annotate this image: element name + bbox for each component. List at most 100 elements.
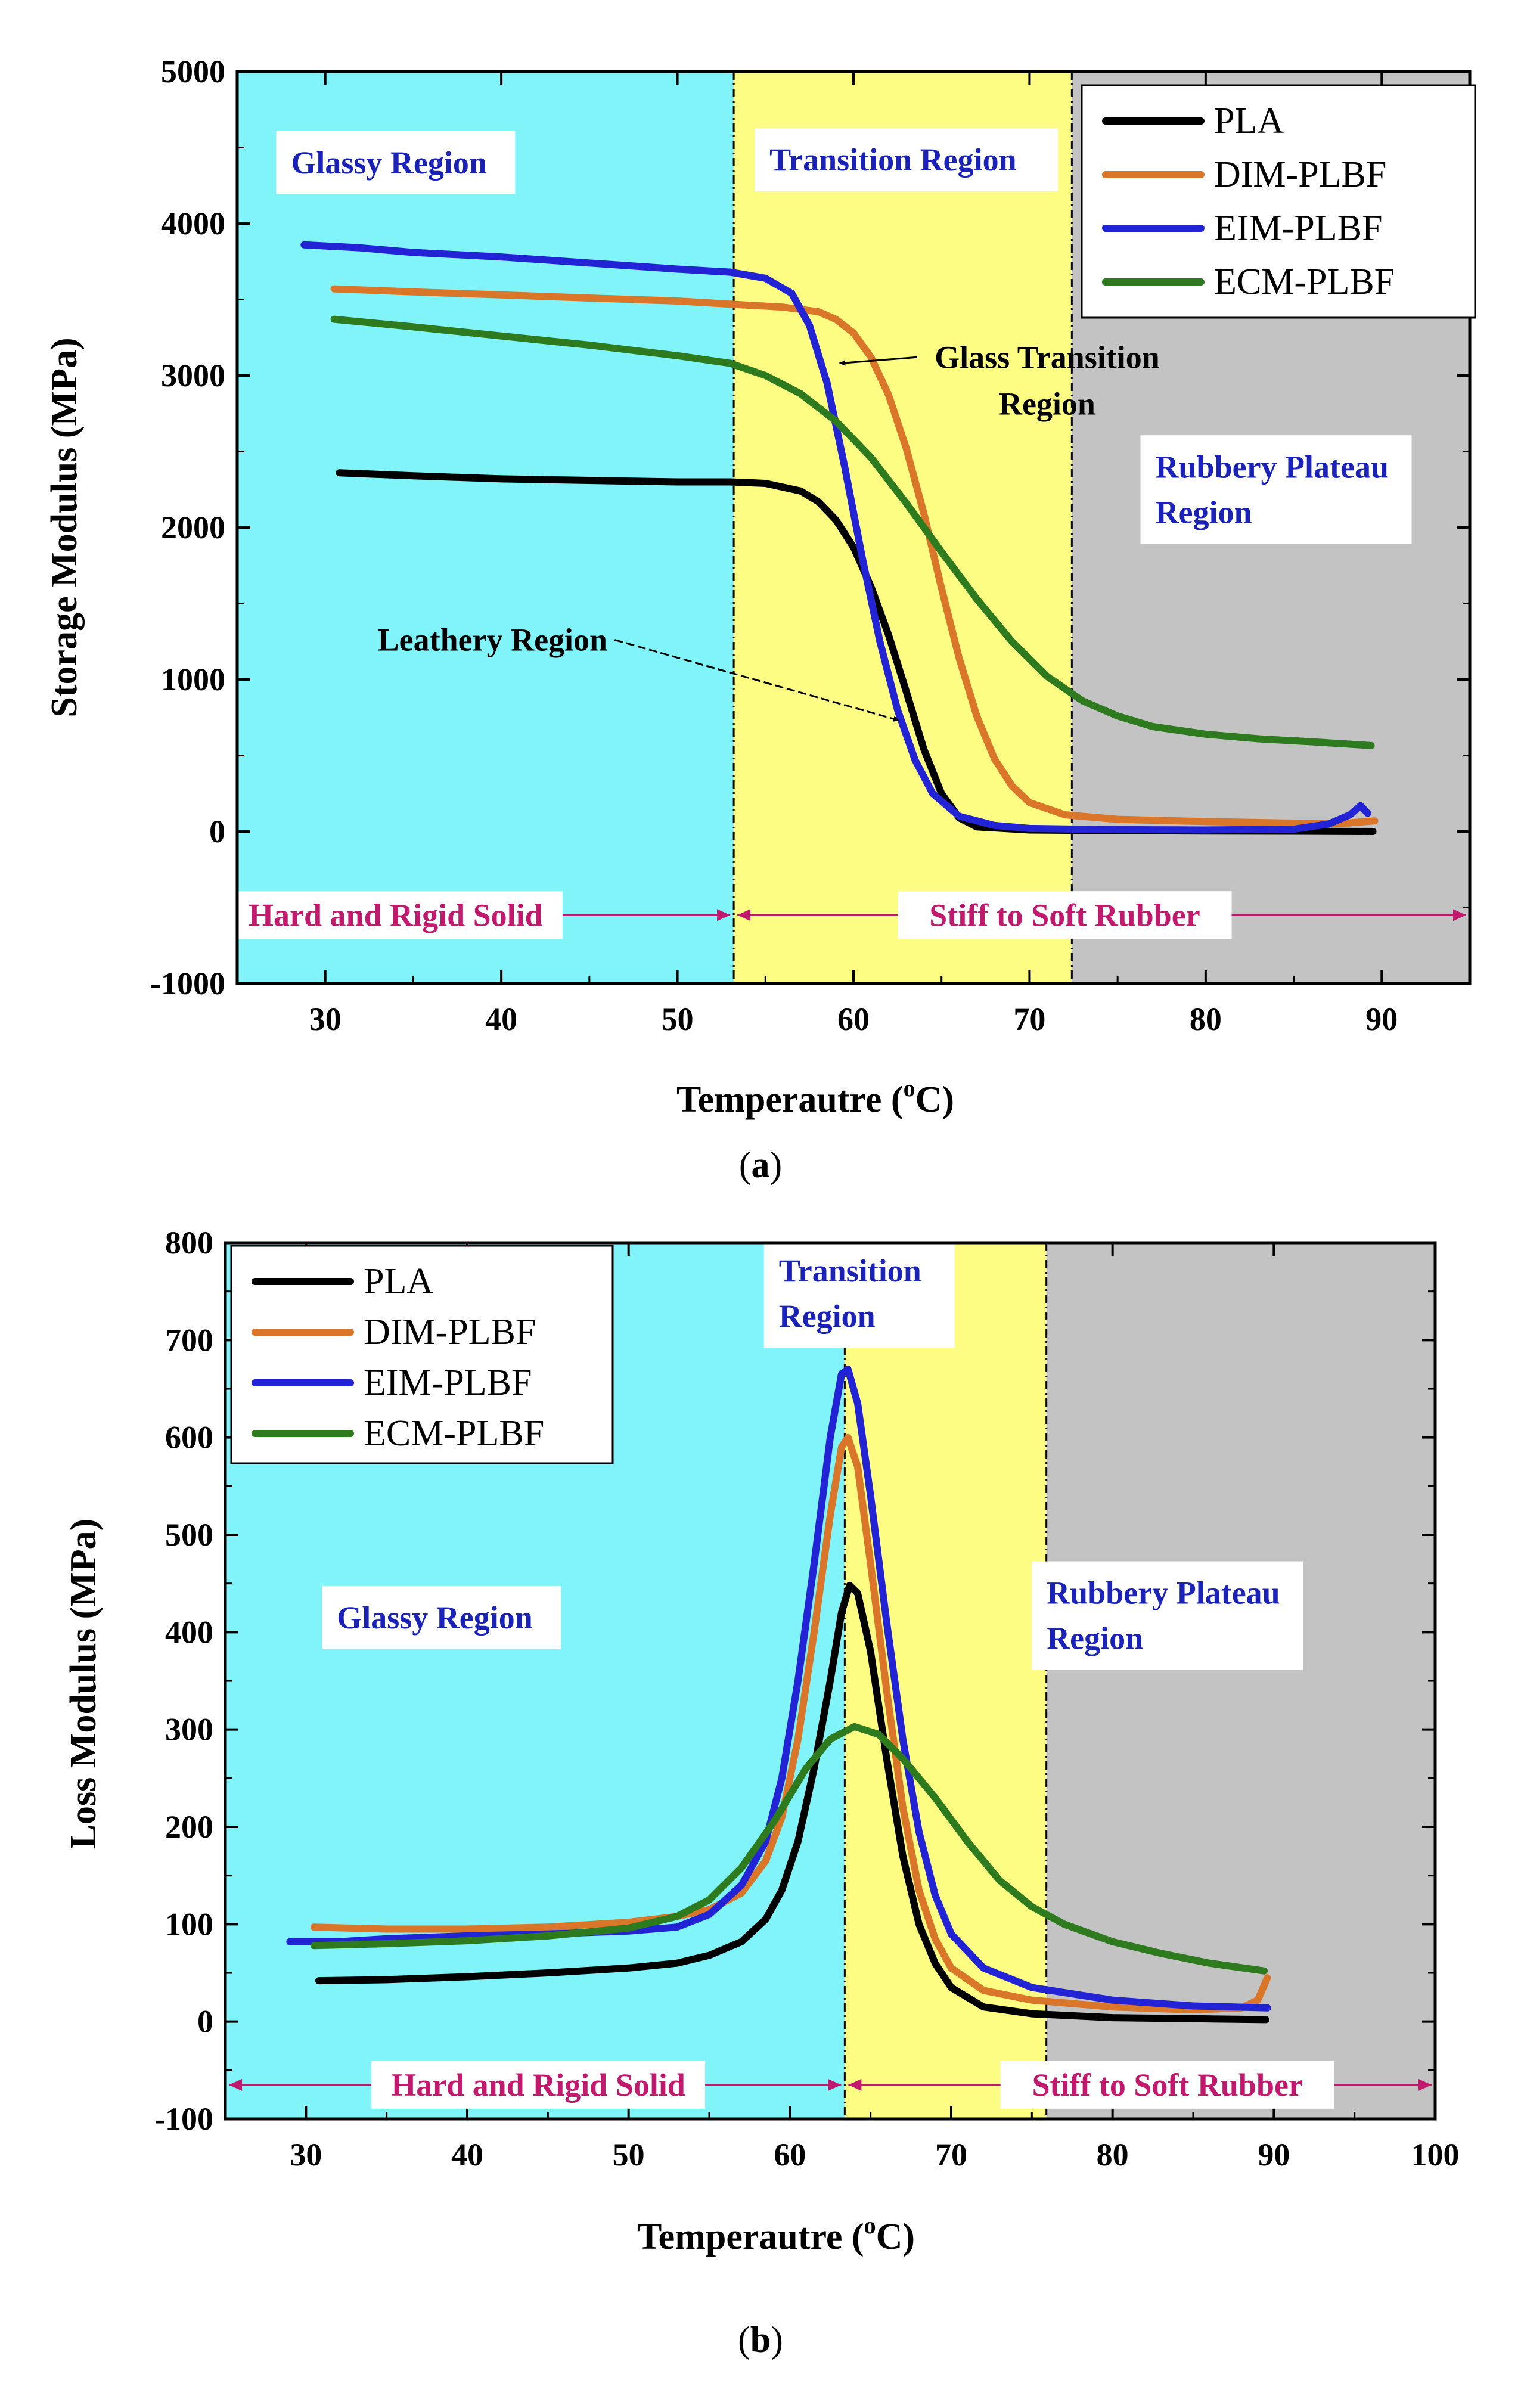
state-label-hard-and-rigid-solid: Hard and Rigid Solid (249, 897, 543, 933)
legend-label-dim-plbf: DIM-PLBF (364, 1312, 536, 1352)
legend-label-ecm-plbf: ECM-PLBF (1214, 262, 1395, 302)
x-tick-label: 70 (1013, 1001, 1045, 1037)
y-tick-label: 0 (209, 814, 225, 849)
y-tick-label: 1000 (161, 662, 225, 697)
legend-label-ecm-plbf: ECM-PLBF (364, 1413, 544, 1454)
state-arrowhead-left (229, 2078, 242, 2091)
state-label-box (371, 2061, 706, 2109)
legend-label-eim-plbf: EIM-PLBF (364, 1363, 532, 1403)
y-tick-label: 400 (165, 1614, 213, 1650)
region-label-box (1140, 435, 1412, 544)
series-layer (286, 1366, 1271, 2024)
annotation-arrow (614, 639, 900, 722)
x-axis-title-unit: C) (915, 1079, 954, 1120)
state-label-box (1000, 2061, 1334, 2109)
state-label-stiff-to-soft-rubber: Stiff to Soft Rubber (1032, 2067, 1303, 2103)
region-glassy-bg (237, 72, 734, 983)
region-rubbery-bg (1046, 1243, 1435, 2119)
y-tick-label: 4000 (161, 206, 225, 241)
annotation-glass-transition-region: Glass Transition Region (935, 339, 1160, 421)
state-label-box (898, 891, 1232, 939)
annotation-layer: Hard and Rigid Solid Stiff to Soft Rubber… (229, 1239, 1432, 2109)
x-tick-label: 90 (1258, 2137, 1290, 2173)
y-axis-title: Storage Modulus (MPa) (44, 337, 85, 717)
region-transition-bg (734, 72, 1072, 983)
series-layer (300, 241, 1379, 835)
y-axis-title: Loss Modulus (MPa) (63, 1519, 104, 1850)
annotation-line: Region (999, 386, 1095, 421)
legend-label-dim-plbf: DIM-PLBF (1214, 154, 1386, 195)
region-label-box (276, 131, 516, 194)
x-axis-title: Temperautre (oC) (637, 2212, 915, 2257)
region-label-line: Rubbery Plateau (1047, 1575, 1280, 1611)
region-label-line: Region (779, 1298, 876, 1334)
y-tick-label: 300 (165, 1712, 213, 1748)
region-label-glassy-region: Glassy Region (337, 1600, 533, 1636)
x-axis-title: Temperautre (oC) (676, 1075, 954, 1120)
y-tick-label: -100 (154, 2101, 213, 2137)
region-label-rubbery-plateau-region: Rubbery Plateau Region (1156, 449, 1389, 530)
tick-labels: 30 40 50 60 70 80 90 -1000 0 1000 2000 3000 4000 5000 (150, 54, 1398, 1037)
x-tick-label: 40 (485, 1001, 517, 1037)
y-tick-label: 5000 (161, 54, 225, 89)
series-line-eim-plbf (300, 241, 1371, 834)
caption-close-a: ) (770, 1145, 783, 1186)
region-label-box (322, 1585, 561, 1649)
annotation-leathery-region: Leathery Region (378, 622, 607, 658)
y-tick-label: 600 (165, 1420, 213, 1456)
region-label-line: Rubbery Plateau (1156, 449, 1389, 485)
x-tick-label: 30 (309, 1001, 342, 1037)
x-tick-label: 80 (1190, 1001, 1222, 1037)
state-arrowhead-right (717, 909, 731, 921)
legend-label-eim-plbf: EIM-PLBF (1214, 208, 1382, 249)
caption-close-b: ) (771, 2320, 783, 2360)
region-label-line: Glassy Region (337, 1600, 533, 1636)
x-tick-label: 70 (935, 2137, 967, 2173)
x-axis-title-unit: C) (876, 2217, 915, 2257)
legend-label-pla: PLA (1214, 101, 1284, 141)
caption-open-a: ( (739, 1145, 752, 1186)
x-axis-title-main: Temperautre ( (637, 2217, 864, 2257)
x-tick-label: 60 (837, 1001, 870, 1037)
annotation-line: Leathery Region (378, 622, 607, 658)
region-label-transition-region: Transition Region (769, 142, 1017, 178)
state-arrowhead-left (737, 909, 751, 921)
legend-label-pla: PLA (364, 1261, 433, 1302)
plot-frame (224, 1241, 1437, 2121)
chart-panel-b: Hard and Rigid Solid Stiff to Soft Rubber… (63, 1225, 1460, 2360)
x-tick-label: 90 (1365, 1001, 1398, 1037)
x-axis-title-main: Temperautre ( (676, 1079, 904, 1120)
chart-panel-a: Hard and Rigid Solid Stiff to Soft Rubber… (44, 54, 1476, 1186)
state-label-stiff-to-soft-rubber: Stiff to Soft Rubber (929, 897, 1200, 933)
y-tick-label: 700 (165, 1322, 213, 1358)
panel-caption-a: (a) (739, 1145, 782, 1186)
region-label-line: Transition Region (769, 142, 1017, 178)
y-tick-label: 3000 (161, 358, 225, 393)
state-label-box (228, 891, 563, 939)
region-label-box (1032, 1561, 1303, 1670)
state-arrowhead-right (1453, 909, 1466, 921)
state-arrowhead-right (828, 2078, 842, 2091)
y-tick-label: 100 (165, 1906, 213, 1942)
state-label-hard-and-rigid-solid: Hard and Rigid Solid (391, 2067, 685, 2103)
state-arrowhead-left (848, 2078, 862, 2091)
legend: PLA DIM-PLBF EIM-PLBF ECM-PLBF (1081, 84, 1476, 319)
series-line-dim-plbf (330, 285, 1379, 827)
x-tick-label: 50 (662, 1001, 694, 1037)
series-line-ecm-plbf (310, 1723, 1268, 1975)
x-axis-title-degree: o (864, 2212, 876, 2239)
x-tick-label: 30 (290, 2137, 322, 2173)
state-arrowhead-right (1418, 2078, 1432, 2091)
y-tick-label: 800 (165, 1225, 213, 1261)
region-label-transition-region: Transition Region (779, 1253, 921, 1334)
region-label-line: Transition (779, 1253, 921, 1289)
legend: PLA DIM-PLBF EIM-PLBF ECM-PLBF (230, 1245, 614, 1464)
region-label-line: Glassy Region (291, 145, 487, 181)
series-line-pla (315, 1581, 1269, 2024)
y-tick-label: -1000 (150, 966, 225, 1001)
annotation-layer: Hard and Rigid Solid Stiff to Soft Rubber… (228, 128, 1466, 939)
caption-open-b: ( (738, 2320, 750, 2360)
plot-frame (235, 70, 1472, 985)
x-tick-label: 40 (451, 2137, 483, 2173)
